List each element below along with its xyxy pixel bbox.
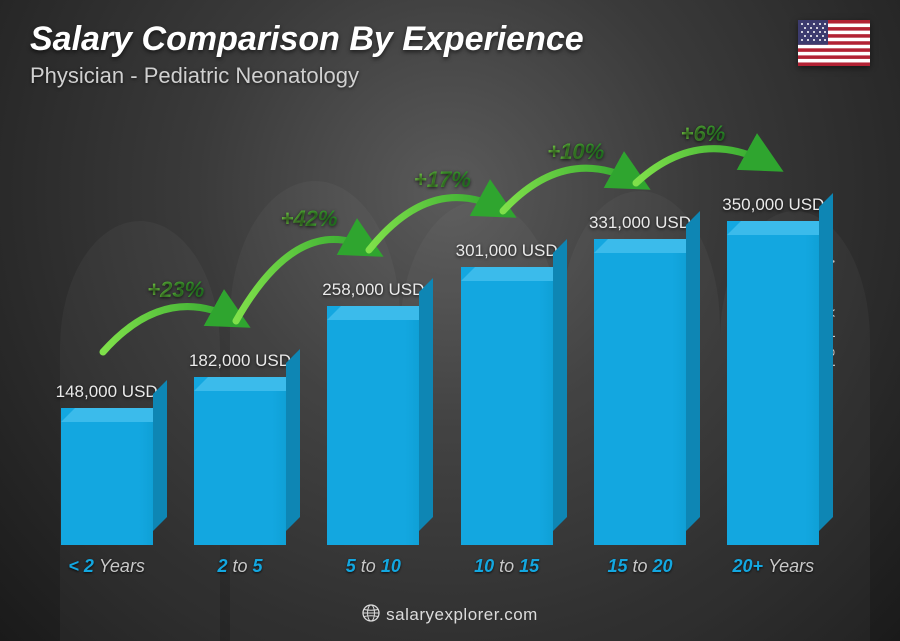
category-label: 5 to 10 bbox=[307, 556, 440, 577]
category-label: 15 to 20 bbox=[573, 556, 706, 577]
category-label: 20+ Years bbox=[707, 556, 840, 577]
bar-value-label: 258,000 USD bbox=[322, 280, 424, 300]
bar-value-label: 148,000 USD bbox=[56, 382, 158, 402]
bar bbox=[61, 408, 153, 545]
bar-value-label: 331,000 USD bbox=[589, 213, 691, 233]
bar-chart: 148,000 USD 182,000 USD 258,000 USD 301,000… bbox=[40, 130, 840, 571]
bar bbox=[327, 306, 419, 545]
bar bbox=[594, 239, 686, 545]
chart-subtitle: Physician - Pediatric Neonatology bbox=[30, 63, 870, 89]
bar-slot: 350,000 USD bbox=[707, 195, 840, 545]
header: Salary Comparison By Experience Physicia… bbox=[30, 20, 870, 89]
bar-slot: 182,000 USD bbox=[173, 351, 306, 545]
bar-slot: 301,000 USD bbox=[440, 241, 573, 545]
bar bbox=[727, 221, 819, 545]
bar-value-label: 182,000 USD bbox=[189, 351, 291, 371]
bar-value-label: 301,000 USD bbox=[456, 241, 558, 261]
country-flag-usa bbox=[798, 20, 870, 66]
globe-icon bbox=[362, 604, 380, 627]
bar-slot: 258,000 USD bbox=[307, 280, 440, 545]
footer-site: salaryexplorer.com bbox=[386, 605, 538, 624]
category-label: 2 to 5 bbox=[173, 556, 306, 577]
bar-slot: 148,000 USD bbox=[40, 382, 173, 545]
chart-title: Salary Comparison By Experience bbox=[30, 20, 870, 59]
bar bbox=[194, 377, 286, 545]
category-label: 10 to 15 bbox=[440, 556, 573, 577]
bar bbox=[461, 267, 553, 545]
bar-value-label: 350,000 USD bbox=[722, 195, 824, 215]
bar-slot: 331,000 USD bbox=[573, 213, 706, 545]
category-label: < 2 Years bbox=[40, 556, 173, 577]
footer: salaryexplorer.com bbox=[0, 604, 900, 627]
